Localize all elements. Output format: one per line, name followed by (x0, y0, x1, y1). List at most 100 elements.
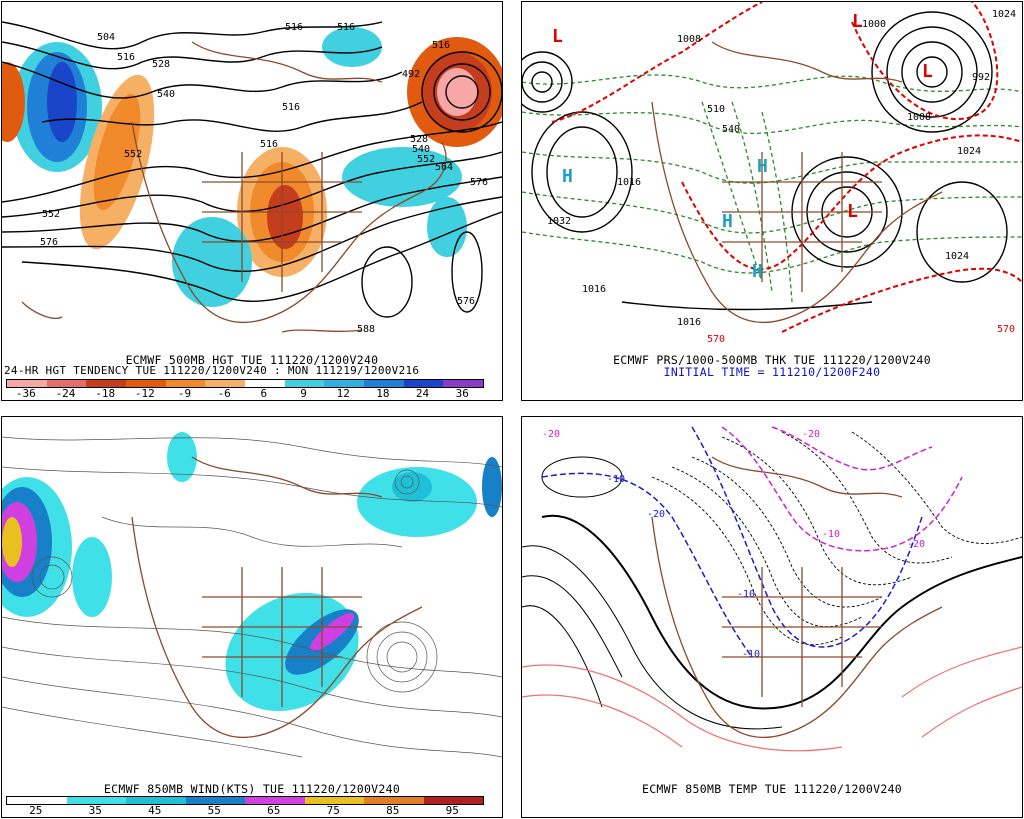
map-850mb-temp: -20 -10 -20 -10 -20 -10 -10 -20 (522, 426, 1022, 752)
svg-text:588: 588 (357, 324, 375, 335)
svg-text:L: L (552, 26, 563, 47)
height-tendency-shading (2, 27, 502, 307)
temperature-contours-negative (651, 431, 1022, 646)
svg-text:1000: 1000 (862, 19, 886, 30)
colorbar-swatch (245, 797, 305, 804)
svg-text:1032: 1032 (547, 216, 571, 227)
colorbar-swatch (443, 380, 484, 387)
colorbar-label: 75 (326, 804, 340, 817)
svg-text:1008: 1008 (907, 112, 931, 123)
colorbar-label: -24 (55, 387, 76, 400)
colorbar-label: -12 (134, 387, 155, 400)
svg-text:1016: 1016 (582, 284, 606, 295)
colorbar-swatch (364, 797, 424, 804)
svg-text:H: H (562, 166, 573, 187)
colorbar-swatch (7, 380, 47, 387)
coastlines (131, 456, 423, 739)
tendency-colorbar (6, 379, 484, 388)
wind-colorbar-labels: 25 35 45 55 65 75 85 95 (6, 805, 482, 817)
panel-850mb-temp: -20 -10 -20 -10 -20 -10 -10 -20 ECMWF 85… (521, 416, 1023, 818)
colorbar-label: -36 (15, 387, 36, 400)
temperature-contours-cold (541, 426, 963, 658)
svg-text:516: 516 (260, 139, 278, 150)
colorbar-label: 9 (300, 387, 307, 400)
svg-text:516: 516 (285, 22, 303, 33)
svg-text:-20: -20 (907, 539, 925, 550)
svg-text:540: 540 (157, 89, 175, 100)
svg-text:540: 540 (722, 124, 740, 135)
svg-text:516: 516 (282, 102, 300, 113)
svg-text:576: 576 (40, 237, 58, 248)
map-pressure-thickness: H H H H L L L L 1032 1016 1024 1008 1024… (522, 2, 1022, 345)
svg-text:576: 576 (470, 177, 488, 188)
svg-text:1024: 1024 (957, 146, 981, 157)
svg-text:552: 552 (124, 149, 142, 160)
colorbar-label: 55 (207, 804, 221, 817)
svg-text:H: H (752, 261, 763, 282)
panel-pressure-thickness: H H H H L L L L 1032 1016 1024 1008 1024… (521, 1, 1023, 401)
panel-850mb-wind: ECMWF 850MB WIND(KTS) TUE 111220/1200V24… (1, 416, 503, 818)
svg-text:1024: 1024 (992, 9, 1016, 20)
colorbar-swatch (185, 797, 245, 804)
svg-text:1016: 1016 (617, 177, 641, 188)
map-500mb-height: 504 516 528 540 552 516 516 492 516 528 … (2, 21, 502, 335)
svg-text:L: L (922, 61, 933, 82)
svg-text:528: 528 (152, 59, 170, 70)
colorbar-swatch (364, 380, 404, 387)
svg-text:552: 552 (42, 209, 60, 220)
panel-caption: ECMWF PRS/1000-500MB THK TUE 111220/1200… (613, 353, 931, 367)
colorbar-swatch (66, 797, 126, 804)
colorbar-swatch (126, 380, 166, 387)
streamlines (2, 436, 502, 758)
thickness-540-lines (551, 2, 1022, 333)
colorbar-label: 18 (376, 387, 390, 400)
svg-text:492: 492 (402, 69, 420, 80)
map-850mb-wind (2, 432, 502, 758)
colorbar-swatch (423, 797, 483, 804)
colorbar-swatch (403, 380, 444, 387)
temperature-contours-zero (541, 514, 1022, 710)
colorbar-swatch (304, 797, 364, 804)
colorbar-swatch (126, 797, 186, 804)
svg-text:516: 516 (337, 22, 355, 33)
panel-subcaption: 24-HR HGT TENDENCY TUE 111220/1200V240 :… (4, 364, 420, 377)
svg-text:1008: 1008 (677, 34, 701, 45)
svg-text:516: 516 (117, 52, 135, 63)
svg-text:-10: -10 (737, 589, 755, 600)
initial-time-caption: INITIAL TIME = 111210/1200F240 (663, 365, 881, 379)
temperature-contours-warm (522, 646, 1022, 752)
svg-text:-10: -10 (742, 649, 760, 660)
colorbar-label: 25 (29, 804, 43, 817)
temperature-contour-labels: -20 -10 -20 -10 -20 -10 -10 -20 (542, 429, 925, 660)
svg-text:992: 992 (972, 72, 990, 83)
colorbar-label: 45 (148, 804, 162, 817)
colorbar-label: 12 (336, 387, 350, 400)
svg-text:-20: -20 (802, 429, 820, 440)
svg-text:504: 504 (97, 32, 115, 43)
height-contour-labels: 504 516 528 540 552 516 516 492 516 528 … (40, 22, 488, 335)
coastlines (651, 41, 943, 324)
colorbar-swatch (324, 380, 365, 387)
svg-text:528: 528 (410, 134, 428, 145)
svg-text:570: 570 (997, 324, 1015, 335)
svg-text:552: 552 (417, 154, 435, 165)
panel-caption: ECMWF 850MB WIND(KTS) TUE 111220/1200V24… (103, 782, 401, 796)
colorbar-label: 85 (386, 804, 400, 817)
colorbar-swatch (284, 380, 325, 387)
colorbar-swatch (7, 797, 67, 804)
svg-text:L: L (847, 201, 858, 222)
thickness-contours (522, 74, 1022, 303)
svg-text:1024: 1024 (945, 251, 969, 262)
colorbar-label: 35 (88, 804, 102, 817)
colorbar-label: 6 (260, 387, 268, 400)
svg-text:-20: -20 (542, 429, 560, 440)
coastlines (651, 456, 943, 739)
svg-text:510: 510 (707, 104, 725, 115)
svg-text:570: 570 (707, 334, 725, 345)
colorbar-label: 65 (267, 804, 281, 817)
colorbar-label: 95 (445, 804, 459, 817)
svg-text:H: H (722, 211, 733, 232)
colorbar-label: -18 (95, 387, 116, 400)
colorbar-label: -9 (177, 387, 192, 400)
coastlines (21, 41, 447, 333)
